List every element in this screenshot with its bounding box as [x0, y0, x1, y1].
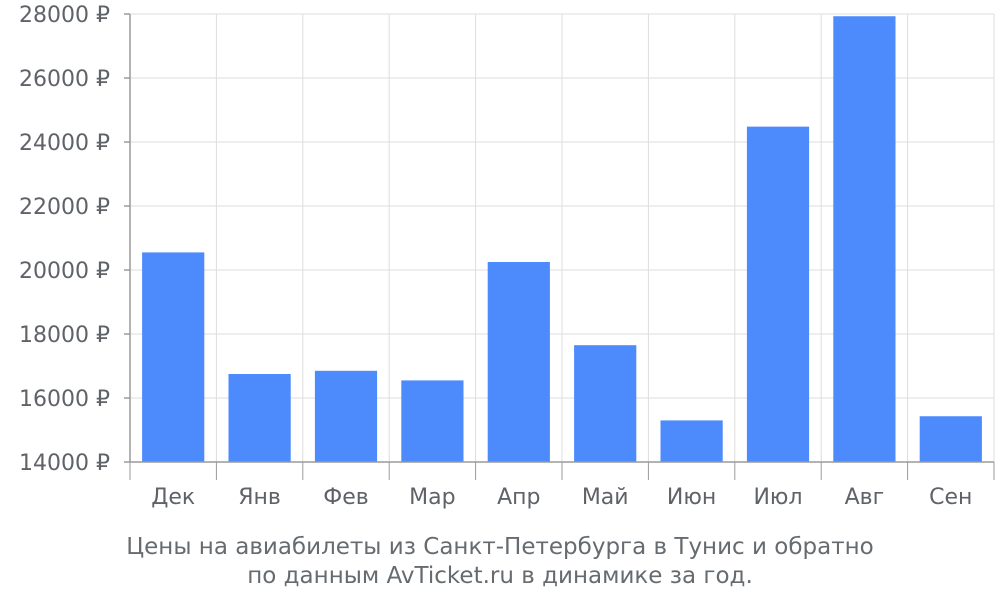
x-tick-label: Мар	[409, 485, 455, 510]
y-tick-label: 28000 ₽	[19, 3, 110, 28]
x-tick-label: Авг	[845, 485, 885, 510]
y-tick-label: 14000 ₽	[19, 451, 110, 476]
y-tick-label: 16000 ₽	[19, 387, 110, 412]
bar	[833, 16, 896, 463]
grid-lines	[130, 13, 995, 463]
bar	[746, 126, 810, 462]
bar	[314, 370, 378, 462]
bar	[487, 262, 550, 462]
y-tick-labels: 14000 ₽ 16000 ₽ 18000 ₽ 20000 ₽ 22000 ₽ 24000…	[19, 3, 110, 476]
x-tick-label: Янв	[238, 485, 281, 510]
x-tick-labels: Дек Янв Фев Мар Апр Май Июн Июл Авг Сен	[151, 485, 972, 510]
chart-caption-line-2: по данным AvTicket.ru в динамике за год.	[247, 563, 753, 589]
bar	[401, 380, 464, 462]
bar	[142, 252, 205, 462]
bar	[919, 416, 982, 462]
axes	[124, 13, 995, 480]
x-tick-label: Май	[582, 485, 629, 510]
y-tick-label: 26000 ₽	[19, 67, 110, 92]
bar	[574, 345, 637, 462]
x-tick-label: Сен	[929, 485, 972, 510]
bars	[142, 16, 982, 463]
chart-caption-line-1: Цены на авиабилеты из Санкт-Петербурга в…	[126, 534, 874, 560]
x-tick-label: Апр	[497, 485, 540, 510]
y-tick-label: 22000 ₽	[19, 195, 110, 220]
x-tick-label: Дек	[151, 485, 195, 510]
y-tick-label: 20000 ₽	[19, 259, 110, 284]
bar	[228, 374, 291, 462]
y-tick-label: 24000 ₽	[19, 131, 110, 156]
x-tick-label: Июл	[753, 485, 802, 510]
x-tick-label: Фев	[323, 485, 368, 510]
y-tick-label: 18000 ₽	[19, 323, 110, 348]
x-tick-label: Июн	[667, 485, 716, 510]
bar	[660, 420, 723, 462]
